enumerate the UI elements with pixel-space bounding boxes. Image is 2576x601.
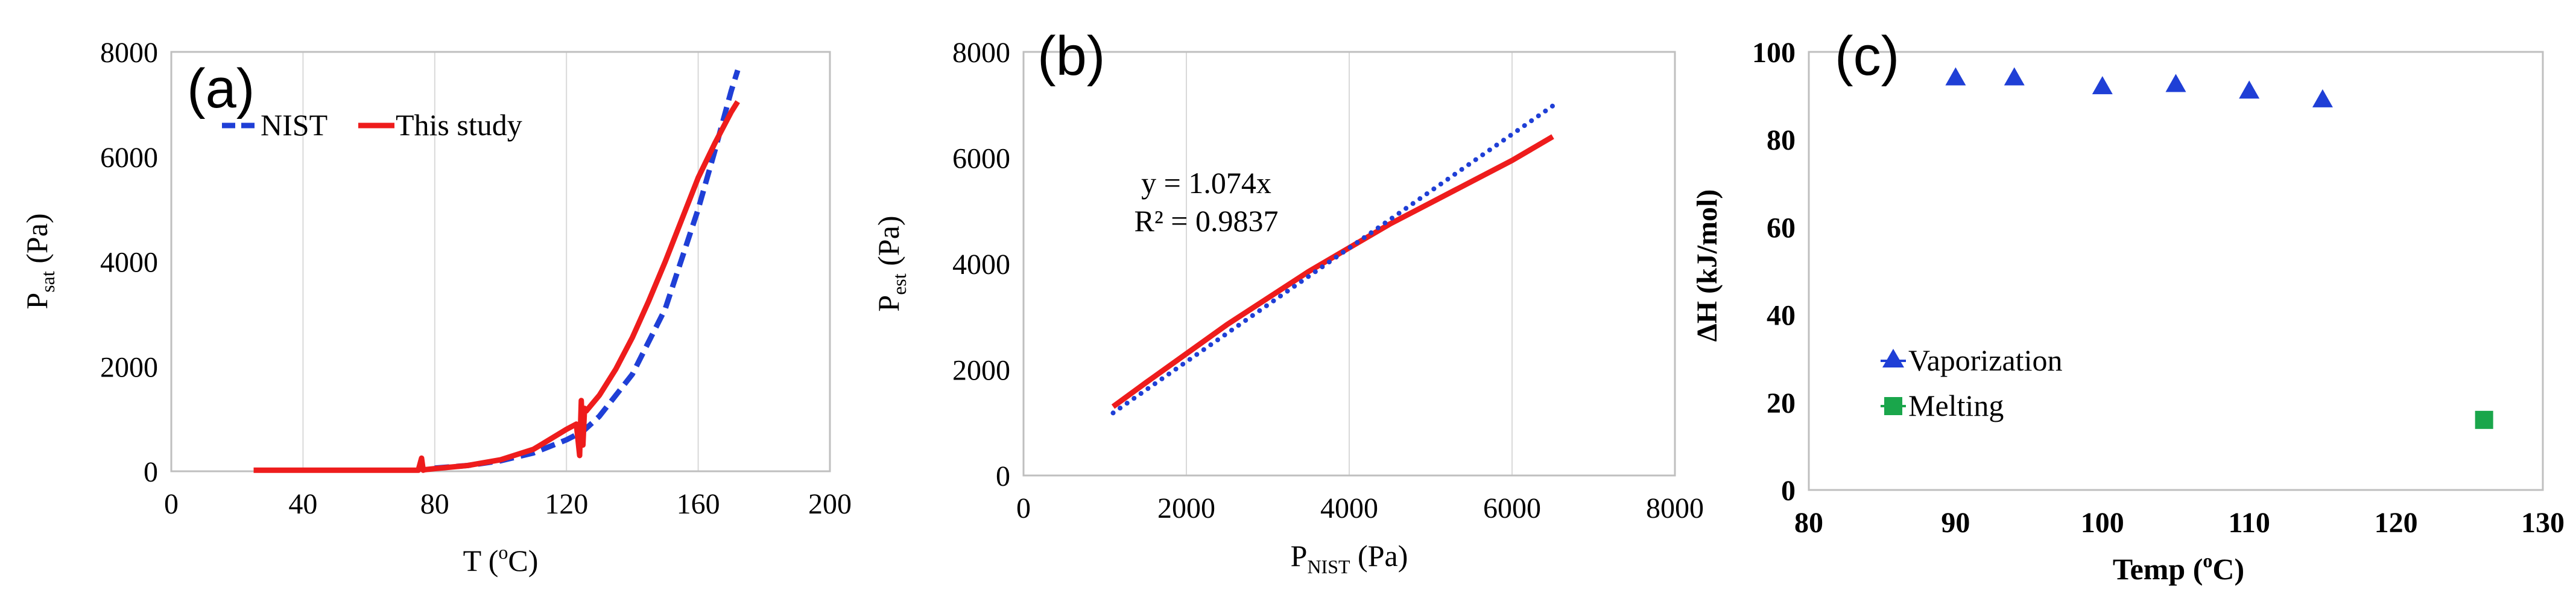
panel-b-x-axis-title: PNIST (Pa)	[1291, 539, 1408, 577]
panel-a-x-tick-labels: 0 40 80 120 160 200	[164, 488, 852, 520]
panel-b-y-tick-labels: 0 2000 4000 6000 8000	[952, 37, 1010, 492]
pa-y-tick-label-2: 4000	[100, 247, 158, 279]
panel-b-label: (b)	[1037, 25, 1105, 87]
panel-c-legend-vaporization-label: Vaporization	[1908, 343, 2062, 377]
panel-c-series	[1945, 67, 2493, 429]
panel-a-gridlines	[302, 52, 699, 471]
panel-c-y-axis-title: ΔH (kJ/mol)	[1691, 189, 1723, 342]
pc-point-vaporization-0	[1945, 67, 1966, 86]
pc-x-tick-label-5: 130	[2521, 507, 2565, 539]
pb-x-tick-label-4: 8000	[1646, 492, 1704, 524]
pc-y-tick-label-4: 80	[1767, 124, 1796, 156]
pa-y-tick-label-4: 8000	[100, 37, 158, 69]
pb-y-tick-label-4: 8000	[952, 37, 1010, 69]
pa-x-tick-label-2: 80	[420, 488, 449, 520]
panel-b-series	[1110, 103, 1555, 416]
panel-a-plot-frame	[170, 51, 831, 472]
pa-x-tick-label-0: 0	[164, 488, 179, 520]
pb-x-tick-label-1: 2000	[1157, 492, 1215, 524]
pa-x-tick-label-3: 120	[545, 488, 588, 520]
panel-a-label: (a)	[187, 58, 255, 119]
panel-b-gridlines	[1186, 52, 1513, 475]
pa-x-tick-label-5: 200	[808, 488, 852, 520]
panel-a-y-axis-title: Psat (Pa)	[20, 213, 59, 309]
pc-point-vaporization-2	[2092, 76, 2113, 95]
pc-point-vaporization-4	[2239, 80, 2260, 99]
pc-x-tick-label-2: 100	[2081, 507, 2124, 539]
panel-c-x-axis-title: Temp (oC)	[2113, 550, 2244, 586]
panel-c-x-tick-labels: 80 90 100 110 120 130	[1794, 507, 2565, 539]
panel-c-legend-melting-label: Melting	[1908, 389, 2004, 422]
panel-a-x-axis-title-main: T (	[463, 544, 499, 577]
pc-x-tick-label-1: 90	[1941, 507, 1970, 539]
panel-c-x-axis-title-sup: o	[2203, 550, 2212, 571]
panel-c-plot-frame	[1808, 51, 2544, 491]
panel-b-y-axis-title-main: P	[872, 295, 905, 312]
panel-b-r-squared: R² = 0.9837	[1134, 204, 1278, 238]
pb-x-tick-label-2: 4000	[1320, 492, 1378, 524]
pb-y-tick-label-3: 6000	[952, 143, 1010, 175]
panel-a-legend-this-study-label: This study	[396, 108, 522, 142]
panel-b-x-axis-title-main: P	[1291, 539, 1308, 573]
panel-a-x-axis-title-sup: o	[498, 541, 508, 563]
pc-point-vaporization-1	[2004, 67, 2025, 86]
panel-a-series	[253, 69, 741, 473]
panel-c-x-axis-title-end: C)	[2212, 552, 2244, 586]
panel-b-y-axis-title-sub: est	[888, 273, 910, 295]
panel-a-y-axis-title-end: (Pa)	[20, 213, 54, 271]
panel-a-y-tick-labels: 0 2000 4000 6000 8000	[100, 37, 158, 488]
panel-c-x-axis-title-main: Temp (	[2113, 552, 2203, 586]
pb-y-tick-label-1: 2000	[952, 355, 1010, 387]
panel-c: 80 90 100 110 120 130 0 20 40 60 80 100 (c) Temp (…	[1691, 25, 2565, 586]
panel-a-x-axis-title: T (oC)	[463, 541, 539, 577]
pb-x-tick-label-3: 6000	[1483, 492, 1541, 524]
panel-b-y-axis-title: Pest (Pa)	[872, 215, 910, 311]
panel-b-x-tick-labels: 0 2000 4000 6000 8000	[1016, 492, 1704, 524]
panel-a-x-axis-title-end: C)	[508, 544, 538, 577]
pb-y-tick-label-0: 0	[996, 460, 1010, 492]
pc-x-tick-label-0: 80	[1794, 507, 1823, 539]
panel-b-x-axis-title-sub: NIST	[1307, 556, 1350, 577]
pc-y-tick-label-2: 40	[1767, 300, 1796, 332]
panel-c-legend-vaporization-marker	[1882, 349, 1904, 367]
pc-y-tick-label-3: 60	[1767, 212, 1796, 244]
panel-a-y-axis-title-main: P	[20, 293, 54, 310]
pc-point-melting-0	[2475, 410, 2493, 429]
panel-b-plot-frame	[1022, 51, 1676, 477]
panel-c-legend: Vaporization Melting	[1881, 343, 2062, 422]
pa-x-tick-label-4: 160	[677, 488, 720, 520]
pb-y-tick-label-2: 4000	[952, 249, 1010, 281]
panel-a: 0 40 80 120 160 200 0 2000 4000 6000 8000 (a) T (…	[20, 37, 852, 577]
panel-c-legend-melting-marker	[1884, 397, 1902, 415]
pc-x-tick-label-3: 110	[2229, 507, 2270, 539]
pc-point-vaporization-3	[2165, 74, 2186, 92]
panel-b-x-axis-title-end: (Pa)	[1350, 539, 1408, 573]
pc-y-tick-label-1: 20	[1767, 387, 1796, 419]
panel-a-legend-nist-label: NIST	[261, 108, 328, 142]
pc-x-tick-label-4: 120	[2375, 507, 2418, 539]
panel-a-y-axis-title-sub: sat	[37, 271, 59, 293]
pa-y-tick-label-1: 2000	[100, 351, 158, 383]
panel-b-fit-equation: y = 1.074x	[1141, 166, 1271, 200]
panel-c-y-tick-labels: 0 20 40 60 80 100	[1752, 37, 1796, 507]
panel-c-label: (c)	[1835, 25, 1899, 87]
pc-point-vaporization-5	[2312, 89, 2333, 107]
panel-a-legend: NIST This study	[222, 108, 522, 142]
pc-y-tick-label-0: 0	[1781, 475, 1796, 507]
panel-b-y-axis-title-end: (Pa)	[872, 215, 905, 273]
pa-y-tick-label-3: 6000	[100, 142, 158, 174]
pa-series-this-study	[253, 100, 740, 473]
pa-x-tick-label-1: 40	[288, 488, 317, 520]
pa-y-tick-label-0: 0	[144, 456, 158, 488]
pb-x-tick-label-0: 0	[1016, 492, 1031, 524]
pc-y-tick-label-5: 100	[1752, 37, 1796, 69]
